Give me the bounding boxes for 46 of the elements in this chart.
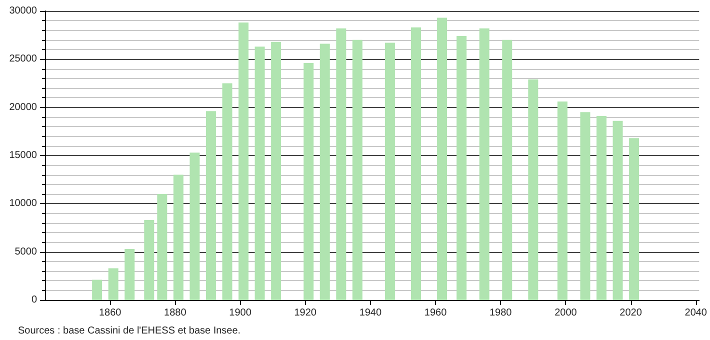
bar — [479, 28, 490, 300]
bar — [456, 36, 467, 300]
bar — [320, 44, 330, 300]
x-tick-label: 2040 — [684, 308, 708, 318]
bar — [612, 120, 623, 300]
bar — [437, 18, 448, 300]
bar — [157, 194, 168, 300]
y-tick-label: 15000 — [9, 150, 38, 161]
bar — [144, 220, 154, 300]
bar — [557, 102, 568, 300]
bar — [92, 280, 102, 300]
bar — [502, 40, 512, 300]
x-tick-label: 2000 — [554, 308, 578, 318]
bar — [384, 42, 395, 300]
x-tick-label: 1900 — [229, 308, 252, 318]
x-tick-label: 2020 — [620, 308, 642, 318]
y-tick-label: 25000 — [9, 54, 38, 65]
x-tick-label: 1960 — [424, 308, 448, 318]
x-tick-label: 1920 — [294, 308, 317, 318]
y-tick-label: 10000 — [9, 198, 38, 210]
x-tick-label: 1980 — [489, 308, 512, 318]
bar — [580, 112, 590, 300]
bar — [173, 174, 184, 300]
bar — [304, 63, 314, 300]
y-tick-label: 20000 — [9, 102, 38, 113]
y-tick-label: 30000 — [9, 6, 38, 16]
bar — [124, 248, 135, 300]
x-tick-label: 1880 — [164, 308, 187, 318]
bar — [108, 268, 118, 300]
bar — [411, 27, 421, 300]
y-tick-label: 5000 — [14, 246, 38, 258]
bar — [238, 22, 249, 300]
x-tick-label: 1860 — [98, 308, 122, 318]
bar — [271, 42, 282, 300]
bar — [206, 111, 216, 300]
source-note: Sources : base Cassini de l'EHESS et base Insee. — [18, 326, 241, 336]
bar — [222, 83, 232, 300]
bar — [336, 28, 346, 300]
bar — [528, 79, 538, 300]
bar — [596, 116, 606, 300]
bar — [629, 138, 640, 300]
bar — [190, 152, 200, 300]
y-tick-label: 0 — [31, 294, 38, 306]
bar — [352, 40, 362, 300]
x-tick-label: 1940 — [359, 308, 382, 318]
bar — [254, 46, 265, 300]
